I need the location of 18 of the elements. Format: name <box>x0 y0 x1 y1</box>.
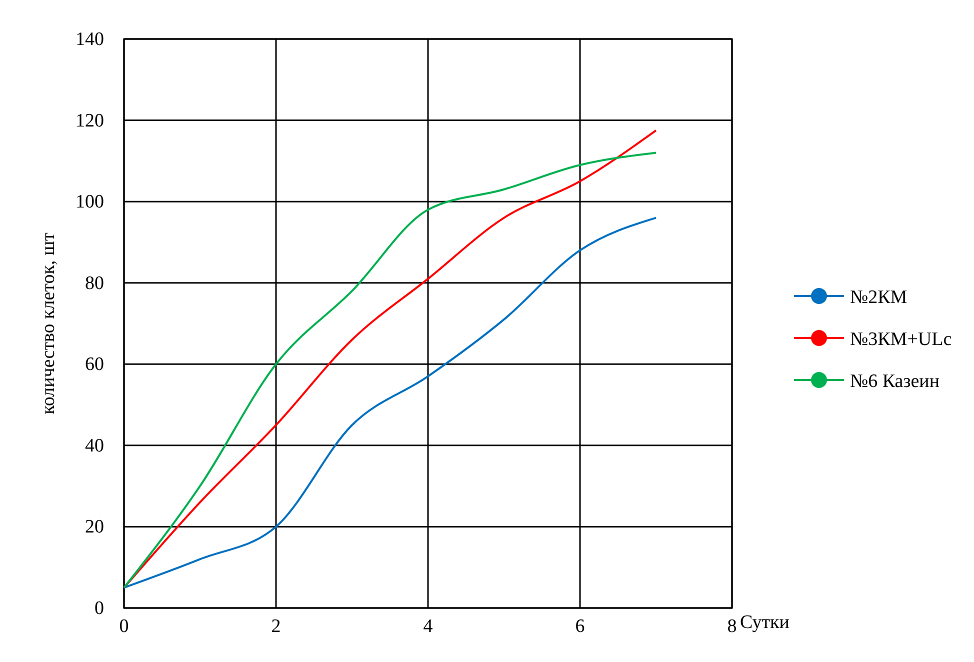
y-axis-title: количество клеток, шт <box>38 232 59 414</box>
y-tick-label: 140 <box>76 29 104 50</box>
y-tick-label: 20 <box>85 516 104 538</box>
y-tick-label: 60 <box>85 354 104 376</box>
x-tick-label: 8 <box>727 616 737 637</box>
x-tick-label: 0 <box>119 616 129 637</box>
legend-label: №2КМ <box>850 287 908 308</box>
x-tick-label: 6 <box>575 616 585 637</box>
y-tick-label: 80 <box>85 272 104 294</box>
y-tick-label: 40 <box>85 435 104 456</box>
y-tick-label: 0 <box>94 598 104 619</box>
x-tick-label: 4 <box>423 616 434 637</box>
x-tick-label: 2 <box>271 616 281 637</box>
x-axis-title: Сутки <box>740 612 790 633</box>
legend-label: №6 Казеин <box>850 371 940 392</box>
y-tick-label: 120 <box>76 110 104 132</box>
y-tick-label: 100 <box>76 192 104 213</box>
legend-label: №3КМ+ULc <box>850 329 952 350</box>
